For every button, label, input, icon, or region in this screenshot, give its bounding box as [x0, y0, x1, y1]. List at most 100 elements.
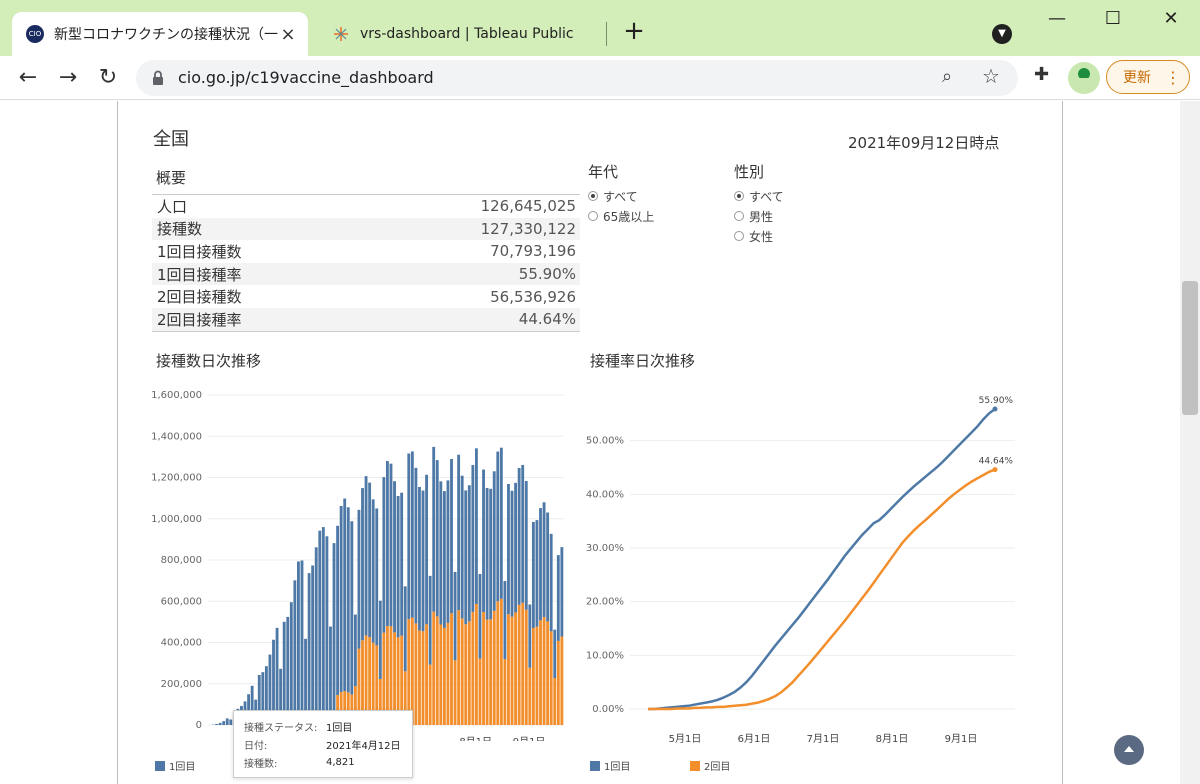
tooltip-row: 接種ステータス: 1回目 [244, 717, 402, 735]
scrollbar-thumb[interactable] [1182, 281, 1198, 415]
bar-first-dose [389, 463, 393, 627]
bar-second-dose [442, 627, 446, 725]
bar-first-dose [264, 666, 268, 725]
maximize-icon[interactable]: ☐ [1104, 8, 1122, 29]
daily-count-chart[interactable]: 0 200,000 400,000 600,000 800,000 1,000,000 1,… [140, 381, 570, 741]
bar-second-dose [361, 640, 364, 725]
scroll-to-top-button[interactable] [1114, 735, 1144, 765]
radio-icon[interactable] [588, 211, 598, 221]
tab-cio-dashboard[interactable]: CIO 新型コロナワクチンの接種状況（一般 × [12, 12, 308, 56]
bar-second-dose [546, 621, 550, 725]
bar-second-dose [492, 610, 496, 725]
bar-first-dose [475, 448, 478, 604]
scrollbar[interactable] [1180, 101, 1200, 784]
bookmark-star-icon[interactable]: ☆ [982, 64, 1000, 88]
bar-second-dose [457, 610, 461, 725]
y-tick-label: 200,000 [161, 679, 202, 690]
series-end-label: 55.90% [979, 396, 1014, 406]
series-end-point [992, 406, 998, 412]
zoom-icon[interactable]: ⌕ [942, 66, 953, 87]
bar-first-dose [218, 722, 222, 725]
bar-first-dose [339, 506, 343, 693]
bar-first-dose [432, 446, 436, 612]
daily-count-title: 接種数日次推移 [156, 352, 262, 370]
summary-value: 56,536,926 [490, 287, 576, 306]
sex-filter-title: 性別 [734, 163, 765, 181]
back-icon[interactable]: ← [18, 65, 38, 90]
bar-first-dose [539, 508, 542, 621]
bar-first-dose [350, 521, 354, 695]
menu-dots-icon[interactable]: ⋮ [1165, 67, 1181, 87]
bar-second-dose [421, 631, 425, 725]
extensions-icon[interactable]: ✚ [1034, 64, 1050, 85]
bar-second-dose [539, 620, 542, 725]
summary-label: 人口 [157, 197, 188, 216]
radio-icon[interactable] [588, 191, 598, 201]
bar-first-dose [275, 627, 279, 725]
series-line [648, 468, 996, 711]
bar-first-dose [268, 654, 272, 725]
age-option-65plus[interactable]: 65歳以上 [588, 206, 654, 226]
bar-first-dose [257, 674, 261, 725]
bar-first-dose [410, 451, 414, 618]
bar-second-dose [460, 618, 464, 725]
bar-first-dose [535, 520, 539, 627]
sex-option-all[interactable]: すべて [734, 186, 784, 206]
legend-label: 1回目 [169, 762, 196, 773]
bar-first-dose [542, 502, 546, 617]
radio-icon[interactable] [734, 231, 744, 241]
bar-first-dose [396, 495, 400, 638]
bar-second-dose [528, 667, 532, 725]
bar-first-dose [492, 471, 496, 611]
close-window-icon[interactable]: ✕ [1163, 8, 1179, 29]
bar-second-dose [560, 636, 564, 725]
bar-second-dose [389, 626, 393, 725]
summary-value: 70,793,196 [490, 242, 576, 261]
lock-icon [153, 70, 163, 85]
bar-first-dose [293, 580, 297, 725]
summary-value: 127,330,122 [480, 219, 576, 238]
sex-option-female[interactable]: 女性 [734, 226, 784, 246]
address-bar[interactable]: cio.go.jp/c19vaccine_dashboard ⌕ ☆ [136, 60, 1018, 96]
new-tab-icon[interactable]: + [623, 16, 645, 46]
summary-value: 55.90% [518, 265, 576, 284]
y-tick-label: 800,000 [161, 555, 202, 566]
radio-icon[interactable] [734, 211, 744, 221]
series-line [648, 407, 996, 711]
bar-first-dose [549, 533, 553, 632]
legend-label: 2回目 [704, 762, 731, 773]
bar-first-dose [371, 499, 375, 643]
bar-second-dose [346, 692, 350, 725]
tooltip-key: 接種数: [244, 758, 278, 770]
bar-first-dose [353, 614, 357, 687]
forward-icon[interactable]: → [58, 65, 78, 90]
profile-avatar[interactable] [1068, 62, 1100, 94]
y-tick-label: 20.00% [586, 597, 624, 608]
sex-option-male[interactable]: 男性 [734, 206, 784, 226]
bar-first-dose [393, 481, 396, 633]
bar-first-dose [247, 694, 251, 725]
tooltip-value: 1回目 [326, 722, 353, 734]
bar-second-dose [403, 671, 407, 725]
bar-first-dose [222, 721, 226, 725]
bar-second-dose [514, 612, 518, 725]
url-text: cio.go.jp/c19vaccine_dashboard [178, 68, 434, 87]
radio-icon[interactable] [734, 191, 744, 201]
tab-search-icon[interactable]: ▼ [992, 24, 1012, 44]
tab-close-icon[interactable]: × [280, 23, 296, 45]
bar-first-dose [261, 672, 265, 725]
daily-rate-chart[interactable]: 0.00% 10.00% 20.00% 30.00% 40.00% 50.00% 55.90… [580, 373, 1020, 753]
bar-second-dose [521, 602, 525, 725]
bar-first-dose [229, 719, 233, 725]
bar-first-dose [382, 477, 386, 633]
age-option-all[interactable]: すべて [588, 186, 654, 206]
minimize-icon[interactable]: — [1048, 8, 1066, 29]
y-tick-label: 1,000,000 [151, 514, 202, 525]
bar-first-dose [215, 724, 218, 725]
reload-icon[interactable]: ↻ [98, 65, 118, 90]
update-button[interactable]: 更新 ⋮ [1106, 60, 1190, 94]
bar-second-dose [386, 625, 389, 725]
bar-first-dose [386, 460, 389, 626]
tab-tableau[interactable]: vrs-dashboard | Tableau Public [318, 12, 598, 56]
bar-second-dose [357, 648, 361, 725]
